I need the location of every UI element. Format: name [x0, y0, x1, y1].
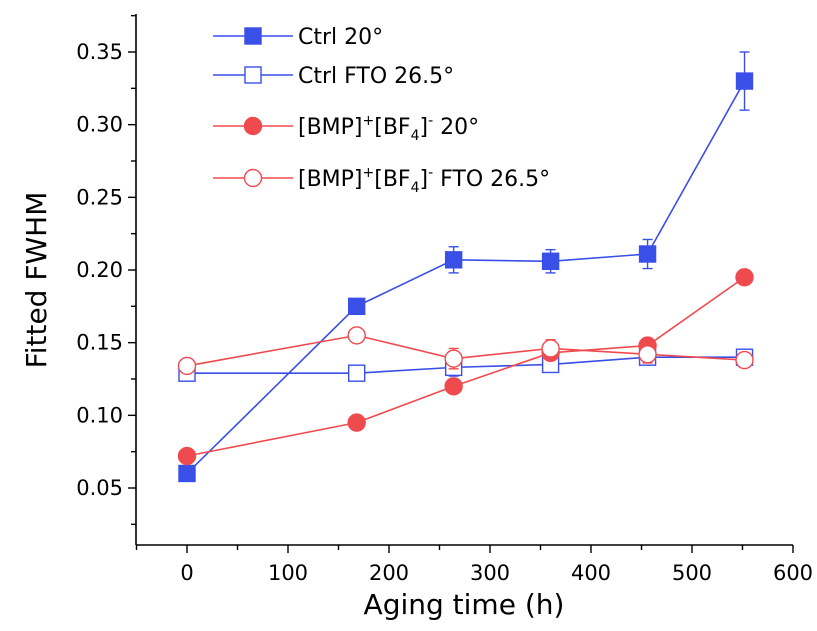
series-3-point-4: [638, 345, 657, 364]
series-0-point-0: [178, 464, 196, 483]
axes: [135, 14, 793, 546]
legend-label-bmp-fto-sub-4: 4: [411, 180, 420, 196]
y-tick-label-0: 0.05: [76, 476, 123, 500]
series-1: [178, 348, 754, 382]
series-2-point-0: [177, 446, 197, 466]
series-2-point-1: [347, 413, 366, 432]
y-tick-label-5: 0.30: [76, 113, 123, 137]
x-tick-label-600: 600: [773, 561, 813, 585]
series-2-line: [186, 276, 745, 457]
x-tick-label-200: 200: [369, 561, 409, 585]
series-0-line: [186, 80, 746, 475]
x-ticks: 0 100 200 300 400 500 600: [135, 545, 813, 585]
x-axis-title: Aging time (h): [364, 588, 565, 621]
legend-item-bmp-20: [BMP]+[BF4]- 20°: [213, 113, 479, 144]
y-tick-label-3: 0.20: [76, 258, 123, 282]
legend-label-ctrl-20: Ctrl 20°: [298, 25, 383, 50]
series-3-point-5: [735, 350, 754, 370]
legend-label-bmp-fto-part-a: [BMP]: [298, 167, 363, 192]
legend-marker-bmp-fto: [243, 168, 263, 188]
legend-label-bmp-fto-sup-plus: +: [363, 165, 375, 181]
legend-label-bmp-fto: [BMP]+[BF4]- FTO 26.5°: [298, 165, 550, 196]
legend-label-bmp-20-part-c: [BF: [374, 115, 410, 140]
x-tick-label-100: 100: [268, 561, 308, 585]
plot-area: [177, 51, 754, 483]
legend-label-bmp-20-part-g: 20°: [433, 115, 479, 140]
legend-label-bmp-20: [BMP]+[BF4]- 20°: [298, 113, 479, 144]
legend-label-bmp-fto-part-e: ]: [420, 167, 429, 192]
y-tick-label-2: 0.15: [76, 331, 123, 355]
x-tick-label-0: 0: [180, 561, 193, 585]
series-3-line: [186, 334, 745, 367]
series-1-point-1: [347, 364, 366, 382]
legend-item-bmp-fto: [BMP]+[BF4]- FTO 26.5°: [213, 165, 550, 196]
x-tick-label-400: 400: [571, 561, 611, 585]
legend-marker-ctrl-fto: [244, 66, 262, 84]
series-0-point-1: [347, 297, 366, 316]
series-3-point-3: [541, 339, 560, 358]
series-0-point-5: [735, 72, 754, 90]
series-3-point-1: [347, 326, 366, 345]
series-0-point-4: [638, 245, 657, 263]
legend-marker-bmp-20: [243, 116, 263, 136]
y-tick-label-1: 0.10: [76, 403, 123, 427]
series-2: [177, 268, 754, 466]
legend: Ctrl 20° Ctrl FTO 26.5° [BMP]+[BF4]- 20°…: [213, 25, 550, 196]
series-0-point-2: [444, 251, 463, 269]
legend-label-bmp-fto-part-g: FTO 26.5°: [433, 167, 550, 192]
legend-label-bmp-fto-sup-minus: -: [428, 165, 433, 181]
series-0-point-3: [541, 252, 560, 270]
y-axis-title: Fitted FWHM: [20, 192, 53, 369]
series-2-point-2: [444, 377, 463, 396]
legend-label-bmp-20-sup-plus: +: [363, 113, 375, 129]
series-3-point-2: [444, 349, 463, 368]
legend-label-bmp-20-part-e: ]: [420, 115, 429, 140]
y-tick-label-4: 0.25: [76, 185, 123, 209]
series-3-point-0: [177, 356, 197, 376]
legend-item-ctrl-fto: Ctrl FTO 26.5°: [213, 64, 454, 89]
series-2-point-5: [735, 268, 754, 287]
x-tick-label-300: 300: [470, 561, 510, 585]
x-tick-label-500: 500: [672, 561, 712, 585]
legend-item-ctrl-20: Ctrl 20°: [213, 25, 383, 50]
legend-label-bmp-20-sup-minus: -: [428, 113, 433, 129]
legend-label-bmp-20-part-a: [BMP]: [298, 115, 363, 140]
legend-label-bmp-20-sub-4: 4: [411, 128, 420, 144]
legend-marker-ctrl-20: [244, 27, 262, 45]
series-0: [178, 51, 754, 483]
series-3: [177, 326, 754, 376]
series-1-line: [187, 356, 745, 374]
legend-label-bmp-fto-part-c: [BF: [374, 167, 410, 192]
legend-label-ctrl-fto: Ctrl FTO 26.5°: [298, 64, 454, 89]
y-ticks: 0.05 0.10 0.15 0.20 0.25 0.30 0.35: [76, 14, 136, 526]
y-tick-label-6: 0.35: [76, 40, 123, 64]
